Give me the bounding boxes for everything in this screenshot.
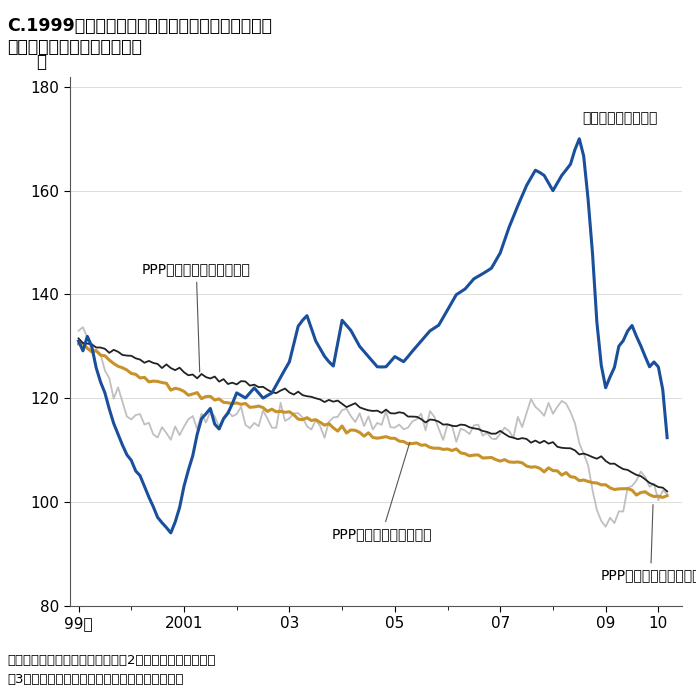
Text: PPP（企業物価ベース）: PPP（企業物価ベース） xyxy=(331,442,432,541)
Text: （注）国際通貨研究所のデータ〈2月時点〉を基に作成。: （注）国際通貨研究所のデータ〈2月時点〉を基に作成。 xyxy=(7,654,216,667)
Text: 実際のユーロ円相場: 実際のユーロ円相場 xyxy=(582,111,657,125)
Text: PPP（消費者物価ベース）: PPP（消費者物価ベース） xyxy=(142,262,251,372)
Text: 3月以降のユーロ円相場は日経新聞社のデータ: 3月以降のユーロ円相場は日経新聞社のデータ xyxy=(7,672,184,686)
Text: 適正レートに近づいている: 適正レートに近づいている xyxy=(7,38,142,56)
Text: C.1999年を基準にした場合でも、ユーロ円相場は: C.1999年を基準にした場合でも、ユーロ円相場は xyxy=(7,17,272,35)
Text: 円: 円 xyxy=(36,54,46,71)
Text: PPP（輸出物価ベース）: PPP（輸出物価ベース） xyxy=(601,505,696,583)
